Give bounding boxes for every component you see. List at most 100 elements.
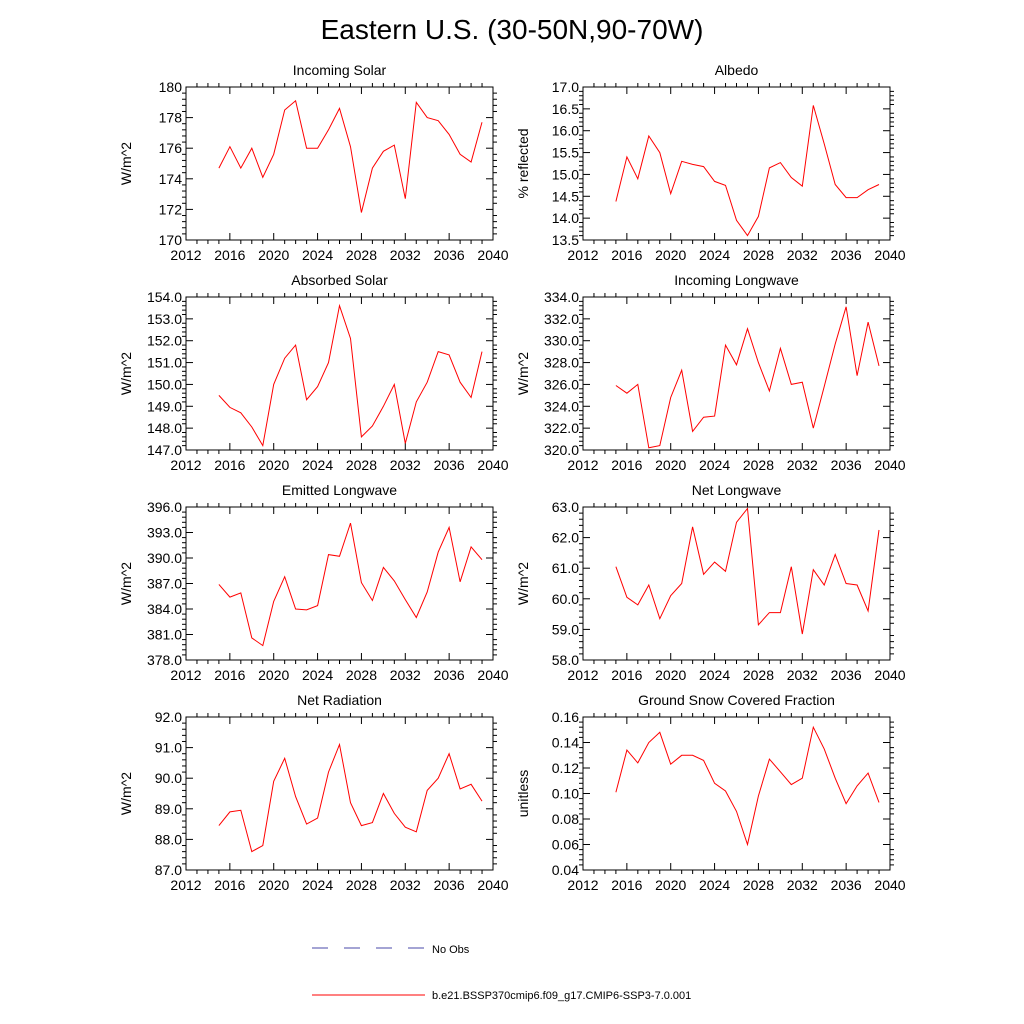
panel-title: Net Longwave bbox=[692, 482, 782, 498]
legend-model-label: b.e21.BSSP370cmip6.f09_g17.CMIP6-SSP3-7.… bbox=[432, 990, 691, 1002]
y-tick-label: 88.0 bbox=[155, 831, 182, 847]
series-line bbox=[218, 303, 483, 448]
y-tick-label: 60.0 bbox=[552, 591, 579, 607]
x-tick-label: 2016 bbox=[611, 457, 642, 473]
panel-2: Absorbed Solar W/m^2 147.0 148.0 149.0 150.0 1… bbox=[118, 272, 509, 473]
plot-frame bbox=[582, 86, 891, 241]
y-axis-label: W/m^2 bbox=[118, 352, 134, 395]
panel-title: Incoming Solar bbox=[293, 62, 387, 78]
y-tick-label: 153.0 bbox=[147, 311, 182, 327]
x-tick-label: 2036 bbox=[434, 457, 465, 473]
y-tick-label: 180 bbox=[159, 79, 183, 95]
y-tick-label: 0.04 bbox=[552, 862, 579, 878]
x-tick-label: 2012 bbox=[170, 247, 201, 263]
legend: No Obs b.e21.BSSP370cmip6.f09_g17.CMIP6-S… bbox=[312, 944, 691, 1002]
y-tick-label: 170 bbox=[159, 232, 183, 248]
series-line bbox=[615, 507, 880, 635]
y-tick-label: 0.06 bbox=[552, 837, 579, 853]
y-tick-label: 393.0 bbox=[147, 525, 182, 541]
panel-6: Net Radiation W/m^2 87.0 88.0 89.0 90.0 91.0 92… bbox=[118, 692, 509, 893]
y-tick-label: 15.5 bbox=[552, 145, 579, 161]
x-tick-label: 2040 bbox=[477, 667, 508, 683]
x-tick-label: 2032 bbox=[390, 877, 421, 893]
y-tick-label: 62.0 bbox=[552, 530, 579, 546]
figure-title: Eastern U.S. (30-50N,90-70W) bbox=[320, 14, 704, 45]
panel-title: Net Radiation bbox=[297, 692, 382, 708]
x-tick-label: 2028 bbox=[346, 667, 377, 683]
x-tick-label: 2040 bbox=[477, 247, 508, 263]
x-tick-label: 2028 bbox=[346, 877, 377, 893]
x-tick-label: 2028 bbox=[743, 667, 774, 683]
y-tick-label: 14.0 bbox=[552, 210, 579, 226]
y-axis-label: unitless bbox=[515, 770, 531, 817]
x-tick-label: 2016 bbox=[611, 247, 642, 263]
y-axis-label: W/m^2 bbox=[118, 772, 134, 815]
x-tick-label: 2016 bbox=[214, 877, 245, 893]
y-tick-label: 326.0 bbox=[544, 376, 579, 392]
y-axis-label: W/m^2 bbox=[515, 562, 531, 605]
y-tick-label: 87.0 bbox=[155, 862, 182, 878]
x-tick-label: 2020 bbox=[258, 247, 289, 263]
y-tick-label: 330.0 bbox=[544, 333, 579, 349]
x-tick-label: 2032 bbox=[390, 247, 421, 263]
x-tick-label: 2012 bbox=[567, 247, 598, 263]
panel-1: Albedo % reflected 13.5 14.0 14.5 15.0 15.5 16.… bbox=[515, 62, 906, 263]
x-tick-label: 2028 bbox=[346, 457, 377, 473]
y-tick-label: 381.0 bbox=[147, 627, 182, 643]
plot-frame bbox=[582, 506, 891, 661]
x-tick-label: 2012 bbox=[170, 457, 201, 473]
y-tick-label: 147.0 bbox=[147, 442, 182, 458]
panel-title: Incoming Longwave bbox=[674, 272, 799, 288]
x-tick-label: 2032 bbox=[787, 667, 818, 683]
x-tick-label: 2012 bbox=[170, 877, 201, 893]
x-tick-label: 2016 bbox=[214, 667, 245, 683]
x-tick-label: 2020 bbox=[258, 877, 289, 893]
panel-title: Albedo bbox=[715, 62, 759, 78]
x-tick-label: 2032 bbox=[787, 457, 818, 473]
x-tick-label: 2020 bbox=[655, 457, 686, 473]
x-tick-label: 2020 bbox=[258, 457, 289, 473]
x-tick-label: 2036 bbox=[434, 877, 465, 893]
y-tick-label: 178 bbox=[159, 110, 183, 126]
panel-title: Emitted Longwave bbox=[282, 482, 397, 498]
x-tick-label: 2028 bbox=[743, 247, 774, 263]
y-tick-label: 150.0 bbox=[147, 376, 182, 392]
x-tick-label: 2024 bbox=[699, 457, 730, 473]
x-tick-label: 2040 bbox=[874, 457, 905, 473]
y-tick-label: 0.08 bbox=[552, 811, 579, 827]
y-tick-label: 378.0 bbox=[147, 652, 182, 668]
y-tick-label: 322.0 bbox=[544, 420, 579, 436]
x-tick-label: 2020 bbox=[655, 877, 686, 893]
plot-frame bbox=[582, 716, 891, 871]
x-tick-label: 2040 bbox=[477, 877, 508, 893]
y-tick-label: 390.0 bbox=[147, 550, 182, 566]
x-tick-label: 2028 bbox=[743, 457, 774, 473]
x-tick-label: 2024 bbox=[302, 457, 333, 473]
panel-5: Net Longwave W/m^2 58.0 59.0 60.0 61.0 62.0 63.… bbox=[515, 482, 906, 683]
x-tick-label: 2032 bbox=[390, 667, 421, 683]
x-tick-label: 2036 bbox=[831, 877, 862, 893]
y-tick-label: 0.14 bbox=[552, 735, 579, 751]
y-tick-label: 151.0 bbox=[147, 355, 182, 371]
x-tick-label: 2024 bbox=[302, 667, 333, 683]
y-tick-label: 174 bbox=[159, 171, 183, 187]
series-line bbox=[218, 742, 483, 853]
y-tick-label: 0.16 bbox=[552, 709, 579, 725]
y-axis-label: % reflected bbox=[515, 128, 531, 198]
x-tick-label: 2012 bbox=[567, 877, 598, 893]
x-tick-label: 2016 bbox=[214, 457, 245, 473]
series-line bbox=[218, 522, 483, 647]
x-tick-label: 2040 bbox=[874, 247, 905, 263]
legend-obs-label: No Obs bbox=[432, 944, 470, 956]
y-tick-label: 14.5 bbox=[552, 188, 579, 204]
x-tick-label: 2040 bbox=[874, 667, 905, 683]
y-axis-label: W/m^2 bbox=[515, 352, 531, 395]
x-tick-label: 2016 bbox=[214, 247, 245, 263]
x-tick-label: 2032 bbox=[787, 877, 818, 893]
series-line bbox=[615, 725, 880, 847]
x-tick-label: 2028 bbox=[346, 247, 377, 263]
y-tick-label: 176 bbox=[159, 140, 183, 156]
x-tick-label: 2024 bbox=[699, 667, 730, 683]
plot-frame bbox=[185, 716, 494, 871]
